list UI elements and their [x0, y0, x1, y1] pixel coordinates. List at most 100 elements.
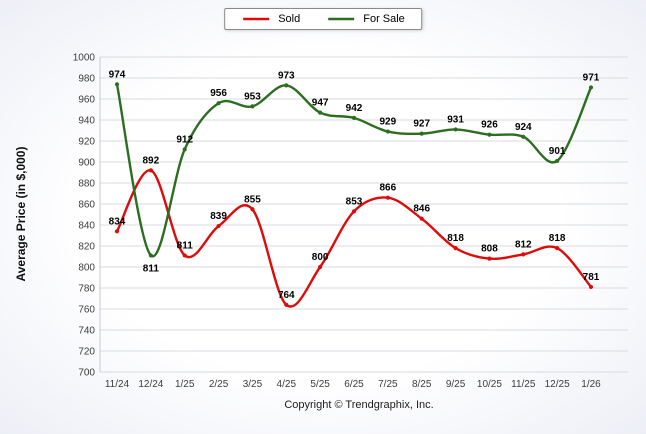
- y-tick-label: 780: [78, 284, 95, 295]
- data-labels-for-sale: 974 811 912 956 953 973 947 942 929 927 931 926 924 9…: [109, 69, 600, 274]
- x-tick-label: 3/25: [243, 379, 263, 390]
- y-tick-label: 960: [78, 95, 95, 106]
- data-label: 853: [346, 196, 363, 207]
- point-marker: [487, 132, 492, 137]
- x-tick-label: 8/25: [412, 379, 432, 390]
- y-tick-label: 920: [78, 137, 95, 148]
- data-label: 926: [481, 120, 498, 131]
- point-marker: [385, 195, 390, 200]
- legend-label-for-sale: For Sale: [363, 13, 405, 25]
- x-tick-label: 7/25: [378, 379, 398, 390]
- point-marker: [318, 110, 323, 115]
- data-label: 927: [413, 119, 430, 130]
- y-tick-label: 840: [78, 221, 95, 232]
- point-marker: [351, 209, 357, 214]
- y-axis-title: Average Price (in $,000): [14, 147, 28, 282]
- y-tick-label: 760: [78, 305, 95, 316]
- point-marker: [487, 256, 492, 261]
- sold-line-swatch: [243, 17, 270, 21]
- point-marker: [419, 131, 424, 136]
- x-tick-label: 2/25: [209, 379, 229, 390]
- y-tick-label: 940: [78, 116, 95, 127]
- x-tick-label: 12/24: [138, 379, 163, 390]
- point-marker: [588, 284, 594, 290]
- data-label: 808: [481, 244, 498, 255]
- x-tick-label: 1/25: [175, 379, 195, 390]
- y-tick-label: 720: [78, 347, 95, 358]
- series-points-sold: [114, 168, 594, 307]
- data-labels-sold: 834 892 811 839 855 764 800 853 866 846 818 808 812 8…: [109, 155, 600, 300]
- y-tick-label: 1000: [73, 53, 96, 64]
- y-tick-label: 740: [78, 326, 95, 337]
- data-label: 811: [143, 263, 160, 274]
- data-label: 892: [143, 155, 160, 166]
- point-marker: [521, 134, 526, 139]
- point-marker: [318, 264, 323, 270]
- data-label: 818: [447, 233, 464, 244]
- data-label: 924: [515, 122, 532, 133]
- point-marker: [148, 253, 153, 258]
- point-marker: [453, 246, 458, 251]
- data-label: 800: [312, 252, 329, 263]
- y-tick-label: 860: [78, 200, 95, 211]
- point-marker: [250, 104, 255, 109]
- data-label: 974: [109, 69, 126, 80]
- point-marker: [216, 101, 221, 106]
- copyright-text: Copyright © Trendgraphix, Inc.: [284, 399, 434, 411]
- data-label: 947: [312, 98, 329, 109]
- data-label: 818: [549, 233, 566, 244]
- point-marker: [216, 223, 221, 229]
- point-marker: [250, 207, 255, 212]
- y-tick-label: 880: [78, 179, 95, 190]
- y-tick-label: 800: [78, 263, 95, 274]
- legend-label-sold: Sold: [278, 13, 301, 25]
- y-tick-label: 980: [78, 74, 95, 85]
- data-label: 912: [176, 134, 193, 145]
- point-marker: [419, 216, 424, 221]
- point-marker: [114, 229, 120, 234]
- x-tick-label: 11/24: [105, 379, 130, 390]
- x-tick-label: 1/26: [581, 379, 601, 390]
- for-sale-line-swatch: [328, 17, 355, 21]
- legend-item-sold: Sold: [241, 13, 300, 25]
- x-tick-label: 11/25: [511, 379, 536, 390]
- point-marker: [284, 83, 289, 88]
- y-axis-labels: 700 720 740 760 780 800 820 840 860 880 900 920 940 9…: [73, 53, 96, 379]
- x-tick-label: 10/25: [477, 379, 502, 390]
- point-marker: [182, 253, 187, 258]
- x-tick-label: 9/25: [446, 379, 466, 390]
- point-marker: [555, 158, 560, 164]
- point-marker: [588, 85, 594, 90]
- data-label: 839: [210, 211, 227, 222]
- y-tick-label: 820: [78, 242, 95, 253]
- data-label: 971: [583, 72, 600, 83]
- grid: [100, 56, 628, 373]
- y-tick-label: 700: [78, 368, 95, 379]
- data-label: 929: [380, 117, 397, 128]
- legend-item-for-sale: For Sale: [326, 13, 405, 25]
- x-tick-label: 6/25: [344, 379, 364, 390]
- point-marker: [182, 147, 187, 152]
- data-label: 866: [380, 183, 397, 194]
- data-label: 855: [244, 194, 261, 205]
- data-label: 973: [278, 70, 295, 81]
- x-tick-label: 12/25: [545, 379, 570, 390]
- point-marker: [284, 302, 289, 307]
- x-tick-label: 5/25: [310, 379, 330, 390]
- point-marker: [453, 127, 458, 132]
- x-tick-label: 4/25: [277, 379, 297, 390]
- series-line-for-sale: [115, 83, 593, 258]
- data-label: 811: [177, 240, 194, 251]
- chart-legend: Sold For Sale: [224, 8, 422, 30]
- data-label: 931: [447, 114, 464, 125]
- series-points-for-sale: [114, 82, 594, 258]
- data-label: 781: [583, 272, 600, 283]
- point-marker: [521, 252, 526, 257]
- data-label: 834: [109, 216, 126, 227]
- y-tick-label: 900: [78, 158, 95, 169]
- data-label: 812: [515, 239, 532, 250]
- data-label: 956: [210, 88, 227, 99]
- point-marker: [351, 115, 357, 120]
